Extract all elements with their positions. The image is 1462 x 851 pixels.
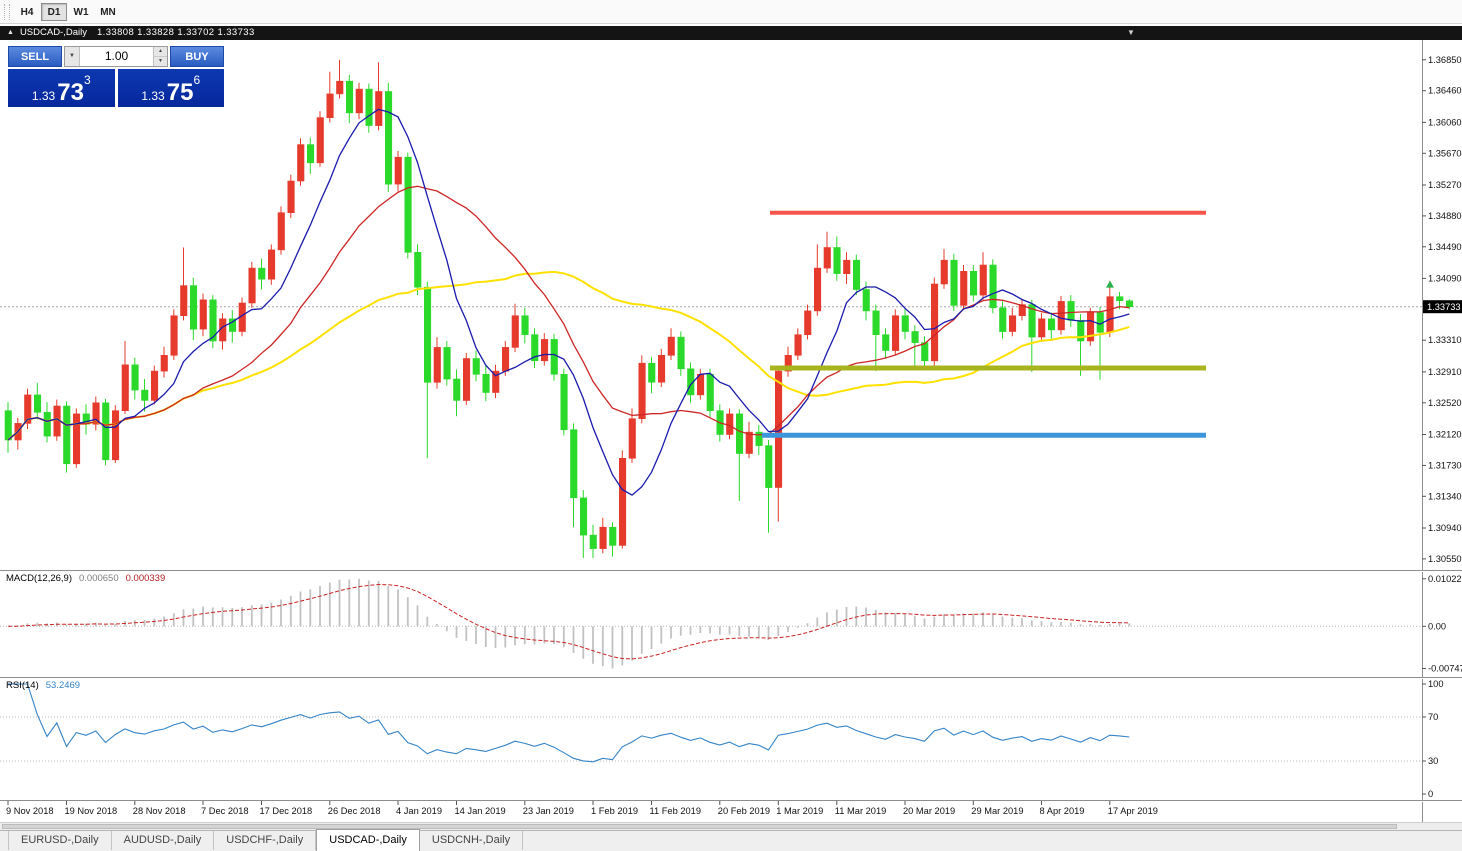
svg-text:0: 0 (1428, 789, 1433, 799)
toolbar-grip[interactable] (4, 4, 10, 20)
svg-text:1.33733: 1.33733 (1427, 302, 1461, 312)
rsi-name: RSI(14) (6, 680, 39, 691)
timeframe-button-w1[interactable]: W1 (68, 3, 94, 21)
buy-price-point: 6 (193, 74, 200, 86)
buy-price-box[interactable]: 1.33 75 6 (118, 69, 225, 107)
svg-text:1.34090: 1.34090 (1428, 273, 1462, 283)
buy-price-pips: 75 (167, 81, 194, 104)
chart-shift-marker-icon[interactable]: ▼ (1127, 26, 1135, 40)
volume-input[interactable]: 1.00 (80, 47, 153, 66)
scrollbar-thumb[interactable] (2, 824, 1397, 829)
svg-text:0.010229: 0.010229 (1428, 574, 1462, 584)
svg-text:26 Dec 2018: 26 Dec 2018 (328, 806, 381, 816)
macd-panel: 0.010229 0.00 -0.007477 (0, 574, 1462, 674)
svg-text:1 Feb 2019: 1 Feb 2019 (591, 806, 638, 816)
horizontal-scrollbar[interactable] (0, 822, 1462, 830)
rsi-indicator-label: RSI(14) 53.2469 (6, 680, 87, 691)
mt4-terminal: { "window": { "symbol_period": "USDCAD-,… (0, 0, 1462, 851)
macd-indicator-label: MACD(12,26,9) 0.000650 0.000339 (6, 573, 172, 584)
rsi-panel: 100 70 30 0 (0, 679, 1444, 799)
svg-text:1.33310: 1.33310 (1428, 335, 1462, 345)
symbol-tab-usdcnh[interactable]: USDCNH-,Daily (420, 831, 523, 850)
svg-text:11 Mar 2019: 11 Mar 2019 (835, 806, 887, 816)
svg-text:1.32520: 1.32520 (1428, 398, 1462, 408)
svg-text:11 Feb 2019: 11 Feb 2019 (650, 806, 702, 816)
svg-text:1.36060: 1.36060 (1428, 117, 1462, 127)
volume-field: ▼ 1.00 ▲ ▼ (64, 46, 168, 67)
chart-canvas[interactable]: 1.36850 1.36460 1.36060 1.35670 1.35270 1.348… (0, 0, 1462, 851)
svg-text:1.34880: 1.34880 (1428, 211, 1462, 221)
buy-button[interactable]: BUY (170, 46, 224, 67)
svg-text:20 Mar 2019: 20 Mar 2019 (903, 806, 955, 816)
symbol-tab-eurusd[interactable]: EURUSD-,Daily (8, 831, 112, 850)
sell-button[interactable]: SELL (8, 46, 62, 67)
svg-text:19 Nov 2018: 19 Nov 2018 (65, 806, 118, 816)
timeframe-button-h4[interactable]: H4 (14, 3, 40, 21)
svg-text:1.35270: 1.35270 (1428, 180, 1462, 190)
timeframe-button-mn[interactable]: MN (95, 3, 121, 21)
svg-text:20 Feb 2019: 20 Feb 2019 (718, 806, 770, 816)
svg-text:1.35670: 1.35670 (1428, 148, 1462, 158)
svg-text:7 Dec 2018: 7 Dec 2018 (201, 806, 249, 816)
symbol-tab-audusd[interactable]: AUDUSD-,Daily (112, 831, 215, 850)
svg-text:1.31340: 1.31340 (1428, 491, 1462, 501)
up-arrow-marker[interactable] (1106, 281, 1114, 288)
svg-text:28 Nov 2018: 28 Nov 2018 (133, 806, 186, 816)
volume-up-icon[interactable]: ▲ (154, 47, 167, 57)
volume-down-icon[interactable]: ▼ (154, 57, 167, 66)
macd-value-main: 0.000650 (79, 573, 119, 584)
sell-price-prefix: 1.33 (32, 89, 55, 104)
svg-text:29 Mar 2019: 29 Mar 2019 (971, 806, 1023, 816)
volume-dropdown-icon[interactable]: ▼ (65, 47, 80, 66)
sell-price-point: 3 (84, 74, 91, 86)
svg-text:1.36850: 1.36850 (1428, 55, 1462, 65)
symbol-tabs: EURUSD-,DailyAUDUSD-,DailyUSDCHF-,DailyU… (8, 831, 523, 851)
one-click-trading-panel: SELL ▼ 1.00 ▲ ▼ BUY 1.33 73 3 1.33 75 6 (8, 46, 224, 107)
timeframe-toolbar: H4D1W1MN (0, 0, 1462, 24)
date-axis[interactable]: 9 Nov 2018 19 Nov 2018 28 Nov 2018 7 Dec 20… (6, 801, 1158, 816)
timeframe-buttons: H4D1W1MN (14, 3, 122, 21)
svg-text:1.36460: 1.36460 (1428, 86, 1462, 96)
svg-text:4 Jan 2019: 4 Jan 2019 (396, 806, 442, 816)
svg-text:1.30940: 1.30940 (1428, 523, 1462, 533)
svg-text:1.31730: 1.31730 (1428, 460, 1462, 470)
window-arrow-icon: ▲ (7, 26, 14, 40)
svg-text:1 Mar 2019: 1 Mar 2019 (776, 806, 823, 816)
chart-ohlc-values: 1.33808 1.33828 1.33702 1.33733 (97, 26, 255, 40)
svg-text:70: 70 (1428, 712, 1438, 722)
svg-text:14 Jan 2019: 14 Jan 2019 (455, 806, 506, 816)
sell-price-pips: 73 (57, 81, 84, 104)
panel-separators[interactable] (0, 571, 1462, 802)
chart-window-titlebar: ▲ USDCAD-,Daily 1.33808 1.33828 1.33702 … (0, 26, 1462, 40)
svg-text:1.34490: 1.34490 (1428, 242, 1462, 252)
svg-text:1.30550: 1.30550 (1428, 554, 1462, 564)
svg-text:-0.007477: -0.007477 (1428, 664, 1462, 674)
symbol-tab-bar: EURUSD-,DailyAUDUSD-,DailyUSDCHF-,DailyU… (0, 830, 1462, 851)
price-axis[interactable]: 1.36850 1.36460 1.36060 1.35670 1.35270 1.348… (1422, 40, 1462, 822)
buy-price-prefix: 1.33 (141, 89, 164, 104)
symbol-tab-usdcad[interactable]: USDCAD-,Daily (316, 829, 420, 851)
svg-text:9 Nov 2018: 9 Nov 2018 (6, 806, 54, 816)
rsi-value: 53.2469 (46, 680, 80, 691)
macd-name: MACD(12,26,9) (6, 573, 72, 584)
volume-spinner: ▲ ▼ (153, 47, 167, 66)
macd-value-signal: 0.000339 (126, 573, 166, 584)
trend-level-lines[interactable] (762, 213, 1206, 436)
svg-text:1.32910: 1.32910 (1428, 367, 1462, 377)
svg-text:100: 100 (1428, 679, 1444, 689)
svg-text:23 Jan 2019: 23 Jan 2019 (523, 806, 574, 816)
svg-text:8 Apr 2019: 8 Apr 2019 (1040, 806, 1085, 816)
chart-symbol-period: USDCAD-,Daily (20, 26, 87, 40)
sell-price-box[interactable]: 1.33 73 3 (8, 69, 115, 107)
svg-text:30: 30 (1428, 756, 1438, 766)
svg-text:17 Apr 2019: 17 Apr 2019 (1108, 806, 1158, 816)
timeframe-button-d1[interactable]: D1 (41, 3, 67, 21)
symbol-tab-usdchf[interactable]: USDCHF-,Daily (214, 831, 316, 850)
svg-text:1.32120: 1.32120 (1428, 430, 1462, 440)
svg-text:0.00: 0.00 (1428, 621, 1446, 631)
svg-text:17 Dec 2018: 17 Dec 2018 (260, 806, 313, 816)
